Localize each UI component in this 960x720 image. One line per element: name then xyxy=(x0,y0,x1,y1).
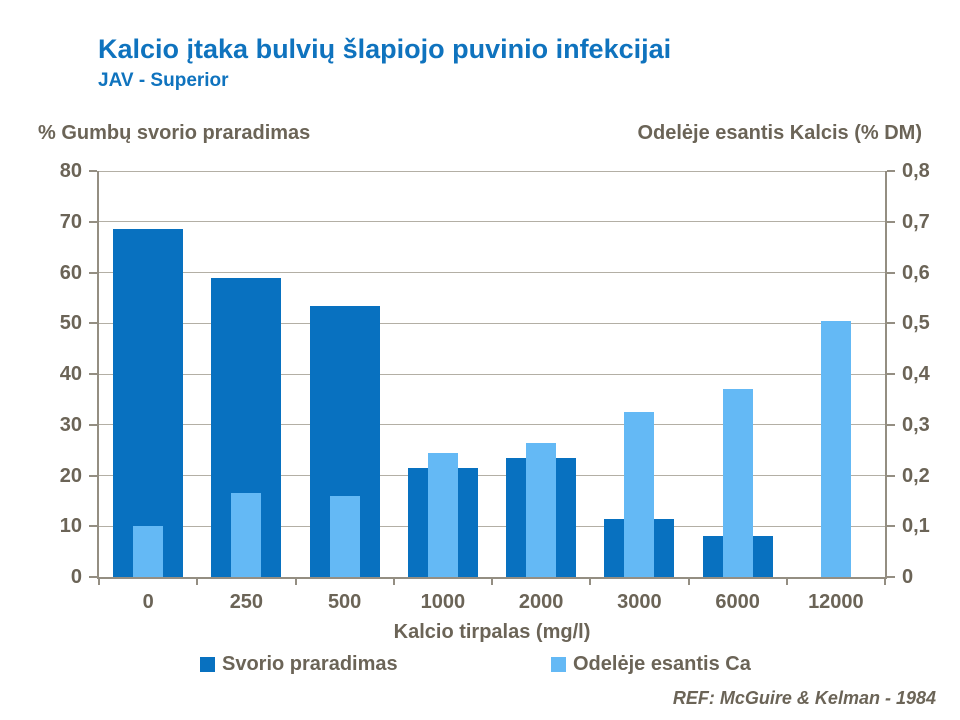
left-axis-tick-label: 20 xyxy=(59,464,82,487)
right-axis-title: Odelėje esantis Kalcis (% DM) xyxy=(637,122,922,144)
x-axis-tick xyxy=(98,579,100,585)
x-axis-tick xyxy=(589,579,592,585)
right-axis-tick xyxy=(887,423,895,426)
right-axis-tick-label: 0,1 xyxy=(902,515,930,538)
x-axis-tick xyxy=(687,579,690,585)
left-axis-tick-label: 60 xyxy=(59,261,82,284)
left-axis-tick-label: 30 xyxy=(59,413,82,436)
x-axis-tick xyxy=(196,579,199,585)
x-axis-title: Kalcio tirpalas (mg/l) xyxy=(393,621,591,643)
right-axis-tick-label: 0,7 xyxy=(902,210,930,233)
legend-swatch-light-blue xyxy=(551,657,566,672)
x-axis-tick xyxy=(491,579,493,585)
legend-label: Odelėje esantis Ca xyxy=(573,653,751,675)
chart-title: Kalcio įtaka bulvių šlapiojo puvinio inf… xyxy=(98,34,672,64)
left-axis-tick-label: 40 xyxy=(59,363,82,385)
right-axis-tick xyxy=(887,373,895,375)
right-axis-tick xyxy=(887,576,895,578)
left-axis-tick-label: 10 xyxy=(59,515,82,538)
left-axis-title: % Gumbų svorio praradimas xyxy=(38,122,311,144)
gridline xyxy=(99,221,885,223)
x-axis-tick-label: 12000 xyxy=(808,591,864,613)
x-axis-tick-label: 500 xyxy=(327,591,362,613)
x-axis-tick-label: 2000 xyxy=(518,591,564,613)
bar-odelėje-esantis-ca-250 xyxy=(231,493,262,577)
left-axis-line xyxy=(97,171,99,579)
left-axis-tick xyxy=(89,474,97,477)
left-axis-tick-label: 50 xyxy=(59,312,82,335)
bar-svorio-praradimas-0 xyxy=(113,229,184,577)
right-axis-tick-label: 0,5 xyxy=(902,312,930,335)
x-axis-tick-label: 3000 xyxy=(617,591,662,613)
left-axis-tick xyxy=(89,423,97,426)
chart-subtitle: JAV - Superior xyxy=(98,70,229,91)
left-axis-tick xyxy=(89,271,97,274)
bar-odelėje-esantis-ca-2000 xyxy=(526,442,557,577)
right-axis-tick-label: 0,3 xyxy=(902,413,930,436)
bar-odelėje-esantis-ca-1000 xyxy=(427,452,458,577)
gridline xyxy=(99,373,885,375)
x-axis-line xyxy=(97,577,887,579)
right-axis-tick-label: 0,4 xyxy=(902,363,930,385)
left-axis-tick xyxy=(89,170,97,172)
right-axis-tick-label: 0,2 xyxy=(902,464,930,487)
right-axis-tick xyxy=(887,474,895,477)
bar-odelėje-esantis-ca-6000 xyxy=(722,389,753,577)
gridline xyxy=(99,475,885,476)
x-axis-tick-label: 6000 xyxy=(715,591,760,613)
right-axis-tick-label: 0,6 xyxy=(902,261,930,284)
left-axis-tick-label: 0 xyxy=(70,566,82,588)
reference-text: REF: McGuire & Kelman - 1984 xyxy=(672,688,936,708)
bar-odelėje-esantis-ca-3000 xyxy=(624,412,655,577)
x-axis-tick xyxy=(785,579,788,585)
x-axis-tick-label: 0 xyxy=(142,591,154,613)
legend-item-odeleje-esantis-ca: Odelėje esantis Ca xyxy=(551,653,751,676)
right-axis-tick xyxy=(887,220,895,223)
right-axis-tick-label: 0,8 xyxy=(902,160,930,182)
right-axis-line xyxy=(885,171,887,579)
left-axis-tick xyxy=(89,576,97,578)
right-axis-tick-label: 0 xyxy=(902,566,914,588)
left-axis-tick xyxy=(89,525,97,528)
right-axis-tick xyxy=(887,271,895,274)
x-axis-tick-label: 250 xyxy=(229,591,264,613)
gridline xyxy=(99,322,885,324)
bar-odelėje-esantis-ca-500 xyxy=(329,495,360,577)
plot-area xyxy=(99,170,885,577)
gridline xyxy=(99,525,885,527)
bar-odelėje-esantis-ca-0 xyxy=(133,526,164,577)
right-axis-tick xyxy=(887,525,895,528)
x-axis-tick xyxy=(392,579,395,585)
gridline xyxy=(99,424,885,426)
gridline xyxy=(99,272,885,273)
x-axis-tick-label: 1000 xyxy=(420,591,466,613)
left-axis-tick xyxy=(89,373,97,375)
x-axis-tick xyxy=(294,579,297,585)
legend-swatch-dark-blue xyxy=(200,657,215,672)
bar-odelėje-esantis-ca-12000 xyxy=(820,320,851,577)
legend-label: Svorio praradimas xyxy=(222,653,398,675)
left-axis-tick xyxy=(89,220,97,223)
left-axis-tick-label: 80 xyxy=(59,160,82,182)
right-axis-tick xyxy=(887,170,895,172)
x-axis-tick xyxy=(884,579,886,585)
right-axis-tick xyxy=(887,322,895,325)
left-axis-tick-label: 70 xyxy=(59,210,82,233)
gridline xyxy=(99,170,885,172)
legend-item-svorio-praradimas: Svorio praradimas xyxy=(200,653,398,676)
left-axis-tick xyxy=(89,322,97,325)
